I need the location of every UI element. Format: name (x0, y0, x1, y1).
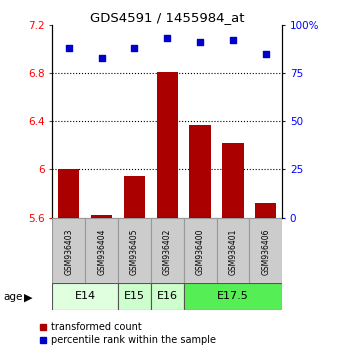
Text: GSM936404: GSM936404 (97, 228, 106, 275)
Title: GDS4591 / 1455984_at: GDS4591 / 1455984_at (90, 11, 245, 24)
Bar (249, 218, 282, 285)
Bar (184, 218, 217, 285)
Legend: transformed count, percentile rank within the sample: transformed count, percentile rank withi… (35, 319, 220, 349)
Point (99, 55, 104, 61)
Bar (156, 72, 178, 218)
Bar (52, 283, 118, 310)
Bar (217, 218, 249, 285)
Bar (52, 218, 85, 285)
Text: E14: E14 (75, 291, 96, 302)
Point (230, 38, 236, 43)
Text: E16: E16 (157, 291, 178, 302)
Bar (184, 283, 282, 310)
Text: E15: E15 (124, 291, 145, 302)
Text: GSM936406: GSM936406 (261, 228, 270, 275)
Bar (124, 176, 145, 218)
Point (197, 39, 203, 45)
Bar (255, 203, 276, 218)
Point (263, 51, 268, 57)
Text: GSM936401: GSM936401 (228, 228, 238, 275)
Point (132, 45, 137, 51)
Text: ▶: ▶ (24, 292, 33, 302)
Bar (91, 215, 112, 218)
Point (165, 35, 170, 41)
Text: GSM936400: GSM936400 (196, 228, 204, 275)
Text: E17.5: E17.5 (217, 291, 249, 302)
Bar (58, 170, 79, 218)
Bar (190, 125, 211, 218)
Bar (222, 143, 244, 218)
Text: GSM936402: GSM936402 (163, 228, 172, 275)
Bar (118, 283, 151, 310)
Bar (151, 218, 184, 285)
Text: GSM936405: GSM936405 (130, 228, 139, 275)
Point (66, 45, 72, 51)
Bar (118, 218, 151, 285)
Text: age: age (3, 292, 23, 302)
Bar (151, 283, 184, 310)
Bar (85, 218, 118, 285)
Text: GSM936403: GSM936403 (64, 228, 73, 275)
